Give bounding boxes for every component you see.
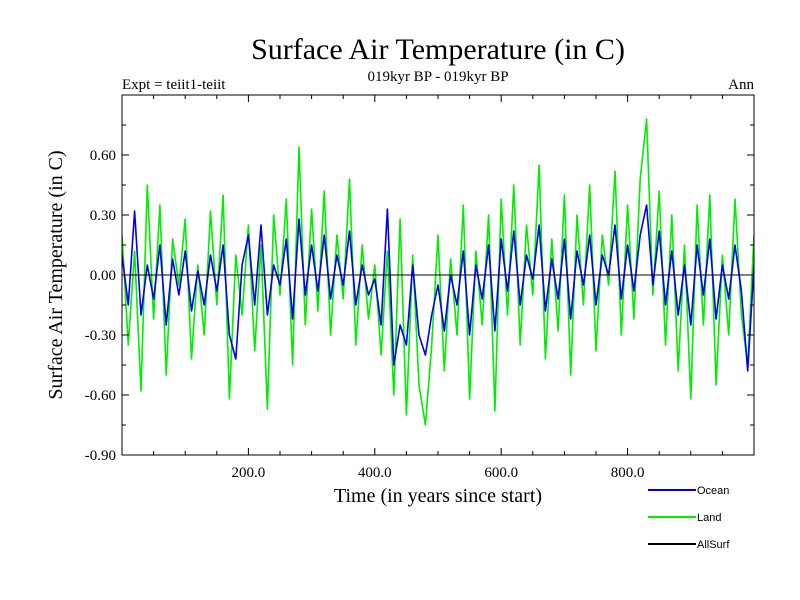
y-tick-label: 0.60	[90, 148, 116, 164]
chart-title: Surface Air Temperature (in C)	[251, 33, 625, 66]
chart-subtitle: 019kyr BP - 019kyr BP	[367, 69, 508, 85]
legend-label-land: Land	[697, 512, 721, 524]
legend-label-allsurf: AllSurf	[697, 539, 730, 551]
series-line-ocean	[122, 204, 754, 372]
y-tick-label: -0.30	[85, 328, 116, 344]
y-tick-label: -0.90	[85, 448, 116, 464]
y-tick-label: 0.30	[90, 208, 116, 224]
y-axis-label: Surface Air Temperature (in C)	[45, 150, 67, 399]
period-label: Ann	[728, 77, 754, 93]
legend: Ocean Land AllSurf	[648, 485, 730, 551]
legend-label-ocean: Ocean	[697, 485, 729, 497]
y-tick-label: 0.00	[90, 268, 116, 284]
experiment-label: Expt = teiit1-teiit	[122, 77, 226, 93]
y-tick-label: -0.60	[85, 388, 116, 404]
x-tick-label: 200.0	[232, 465, 266, 481]
x-tick-label: 400.0	[358, 465, 392, 481]
x-axis-label: Time (in years since start)	[334, 485, 542, 507]
x-tick-label: 600.0	[484, 465, 518, 481]
plot-area: 200.0 400.0 600.0 800.0 0.60 0.30 0.00 -0.30 -0.…	[85, 94, 755, 481]
x-tick-label: 800.0	[611, 465, 645, 481]
series-line-land	[122, 118, 754, 426]
